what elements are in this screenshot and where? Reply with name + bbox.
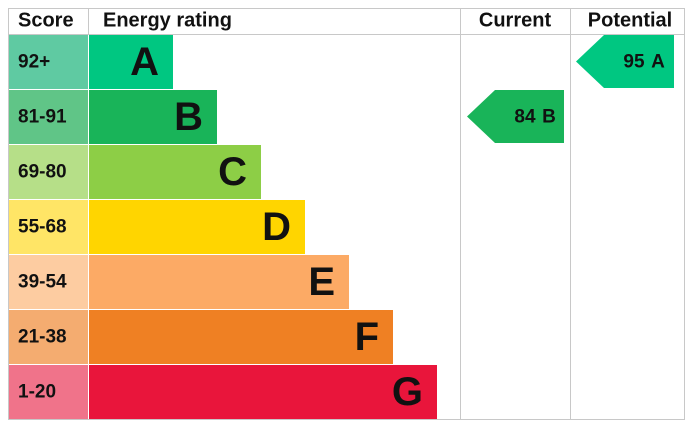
potential-arrow <box>576 35 674 88</box>
score-label: 69-80 <box>18 162 67 183</box>
score-cell <box>9 35 88 89</box>
rating-bar <box>89 255 349 309</box>
score-cell <box>9 200 88 254</box>
rating-letter: A <box>130 40 159 84</box>
rating-bar <box>89 310 393 364</box>
rating-letter: E <box>308 260 335 304</box>
rating-letter: D <box>262 205 291 249</box>
potential-letter: A <box>651 52 665 73</box>
score-label: 81-91 <box>18 107 67 128</box>
current-value: 84 <box>514 107 536 128</box>
potential-value: 95 <box>623 52 645 73</box>
header-potential: Potential <box>588 9 672 31</box>
header-current: Current <box>479 9 552 31</box>
score-label: 1-20 <box>18 382 56 403</box>
current-arrow <box>467 90 564 143</box>
score-label: 55-68 <box>18 217 67 238</box>
score-cell <box>9 365 88 419</box>
score-cell <box>9 90 88 144</box>
score-cell <box>9 255 88 309</box>
rating-bar <box>89 145 261 199</box>
rating-bar <box>89 200 305 254</box>
header-score: Score <box>18 9 74 31</box>
rating-bar <box>89 90 217 144</box>
rating-bar <box>89 365 437 419</box>
score-cell <box>9 310 88 364</box>
rating-letter: B <box>174 95 203 139</box>
score-label: 39-54 <box>18 272 67 293</box>
rating-letter: F <box>355 315 379 359</box>
header-rating: Energy rating <box>103 9 232 31</box>
score-label: 92+ <box>18 52 50 73</box>
rating-letter: G <box>392 370 423 414</box>
rating-bar <box>89 35 173 89</box>
rating-letter: C <box>218 150 247 194</box>
score-cell <box>9 145 88 199</box>
frame <box>8 8 685 420</box>
score-label: 21-38 <box>18 327 67 348</box>
current-letter: B <box>542 107 556 128</box>
